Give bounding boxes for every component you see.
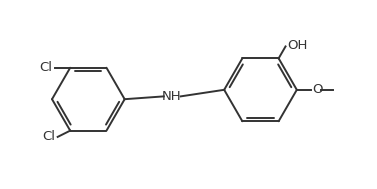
Text: O: O xyxy=(312,83,322,96)
Text: NH: NH xyxy=(161,90,181,103)
Text: Cl: Cl xyxy=(42,130,55,143)
Text: OH: OH xyxy=(287,39,308,52)
Text: Cl: Cl xyxy=(39,61,52,74)
